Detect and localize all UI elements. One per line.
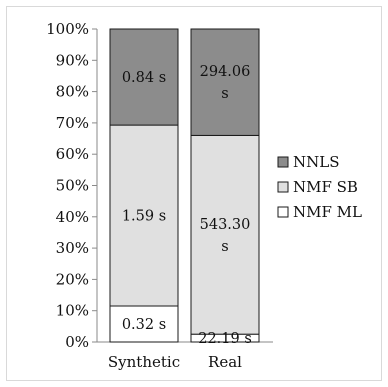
legend-swatch xyxy=(277,181,289,193)
legend-label: NMF ML xyxy=(293,203,362,221)
bar-segment xyxy=(109,124,179,307)
bar-segment xyxy=(109,305,179,343)
legend-swatch xyxy=(277,156,289,168)
data-label: 22.19 s xyxy=(198,331,252,347)
bars xyxy=(109,28,260,343)
data-labels: 0.32 s 1.59 s 0.84 s 22.19 s 543.30 s 294.06 s xyxy=(122,64,252,347)
data-label-line: s xyxy=(221,239,228,255)
data-label-line: 22.19 s xyxy=(198,331,252,347)
legend-swatch xyxy=(277,206,289,218)
legend-label: NMF SB xyxy=(293,178,358,196)
data-label-line: s xyxy=(221,86,228,102)
y-tick-label: 60% xyxy=(56,145,89,163)
data-label-line: 294.06 xyxy=(200,64,251,80)
legend-label: NNLS xyxy=(293,153,340,171)
chart-frame: 0% 10% 20% 30% 40% 50% 60% 70% 80% 90% 100% Synthet… xyxy=(6,6,382,381)
y-tick-label: 20% xyxy=(56,270,89,288)
data-label: 294.06 s xyxy=(200,64,251,102)
bar-segment xyxy=(190,28,260,136)
legend: NNLS NMF SB NMF ML xyxy=(277,153,362,221)
y-tick-label: 70% xyxy=(56,114,89,132)
data-label: 543.30 s xyxy=(200,217,251,255)
data-label-line: 0.32 s xyxy=(122,317,166,333)
y-tick-label: 50% xyxy=(56,177,89,195)
data-label-line: 0.84 s xyxy=(122,70,166,86)
x-category-label: Synthetic xyxy=(108,353,180,371)
y-tick-label: 80% xyxy=(56,83,89,101)
x-category-label: Real xyxy=(208,353,242,371)
data-label: 1.59 s xyxy=(122,209,166,225)
y-tick-label: 90% xyxy=(56,51,89,69)
axes: 0% 10% 20% 30% 40% 50% 60% 70% 80% 90% 100% Synthet… xyxy=(46,20,273,371)
bar-segment xyxy=(109,28,179,126)
data-label: 0.32 s xyxy=(122,317,166,333)
y-tick-label: 100% xyxy=(46,20,89,38)
data-label: 0.84 s xyxy=(122,70,166,86)
y-tick-label: 40% xyxy=(56,208,89,226)
data-label-line: 543.30 xyxy=(200,217,251,233)
y-tick-label: 0% xyxy=(65,333,89,351)
bar-segment xyxy=(190,134,260,335)
y-tick-label: 30% xyxy=(56,239,89,257)
stacked-bar-chart: 0% 10% 20% 30% 40% 50% 60% 70% 80% 90% 100% Synthet… xyxy=(46,20,362,371)
y-tick-label: 10% xyxy=(56,302,89,320)
data-label-line: 1.59 s xyxy=(122,209,166,225)
